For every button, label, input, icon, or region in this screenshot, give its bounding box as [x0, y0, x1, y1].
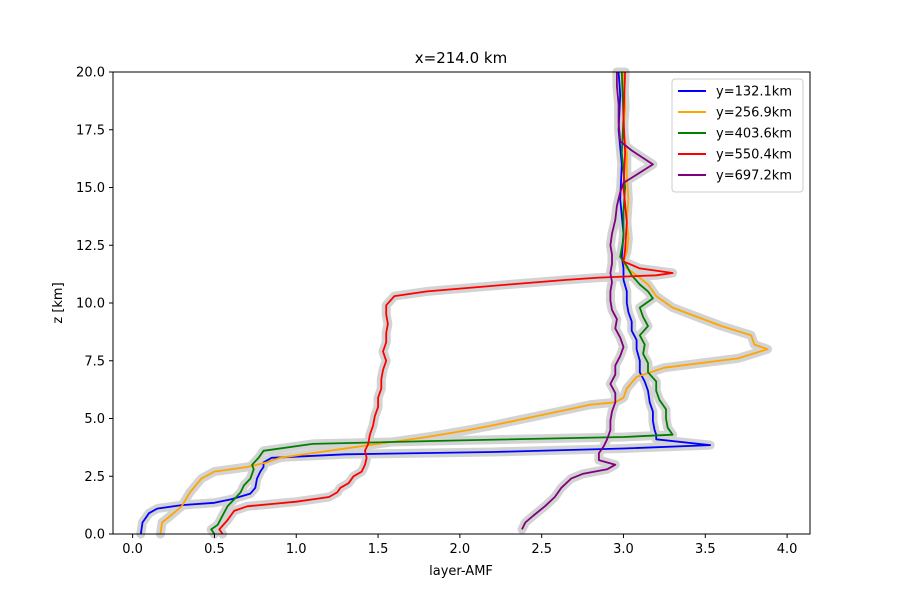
- x-tick-label: 4.0: [777, 542, 798, 557]
- y-tick-label: 12.5: [76, 239, 105, 254]
- x-axis-ticks: 0.0 0.5 1.0 1.5 2.0 2.5 3.0 3.5 4.0: [122, 534, 797, 557]
- legend-label: y=550.4km: [716, 148, 792, 163]
- x-tick-label: 1.5: [368, 542, 389, 557]
- legend-box: [671, 78, 804, 193]
- y-tick-label: 0.0: [84, 528, 105, 543]
- series-line-5: [521, 72, 654, 530]
- legend: y=132.1km y=256.9km y=403.6km y=550.4km y=69…: [671, 78, 804, 193]
- x-tick-label: 0.5: [204, 542, 225, 557]
- y-tick-label: 17.5: [76, 123, 105, 138]
- y-tick-label: 10.0: [76, 297, 105, 312]
- series-line-4: [218, 71, 674, 535]
- series-line-2: [159, 71, 769, 535]
- x-axis-label: layer-AMF: [429, 564, 493, 579]
- y-tick-label: 20.0: [76, 66, 105, 81]
- y-tick-label: 7.5: [84, 354, 105, 369]
- y-tick-label: 15.0: [76, 181, 105, 196]
- series-line-1: [139, 71, 712, 535]
- series-line-3: [210, 71, 674, 535]
- x-tick-label: 2.5: [531, 542, 552, 557]
- y-tick-label: 5.0: [84, 412, 105, 427]
- uncertainty-band: [517, 67, 658, 534]
- series-lines: [139, 71, 769, 535]
- y-axis-label: z [km]: [51, 282, 66, 323]
- legend-label: y=403.6km: [716, 127, 792, 142]
- x-tick-label: 3.5: [695, 542, 716, 557]
- chart-title: x=214.0 km: [415, 49, 507, 67]
- x-tick-label: 3.0: [613, 542, 634, 557]
- legend-label: y=697.2km: [716, 169, 792, 184]
- y-tick-label: 2.5: [84, 470, 105, 485]
- x-tick-label: 1.0: [286, 542, 307, 557]
- legend-label: y=256.9km: [716, 106, 792, 121]
- x-tick-label: 0.0: [122, 542, 143, 557]
- legend-label: y=132.1km: [716, 85, 792, 100]
- x-tick-label: 2.0: [450, 542, 471, 557]
- y-axis-ticks: 0.0 2.5 5.0 7.5 10.0 12.5 15.0 17.5 20.0: [76, 66, 113, 543]
